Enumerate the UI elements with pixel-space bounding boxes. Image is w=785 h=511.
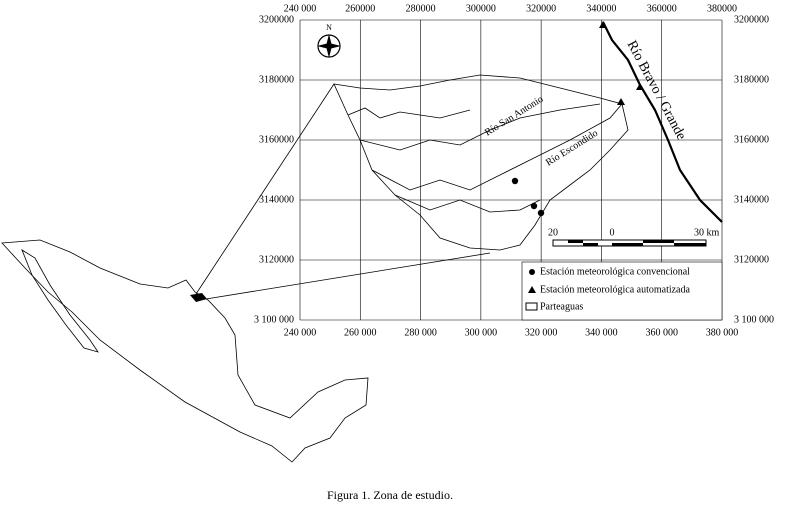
subbasin — [371, 103, 623, 191]
scale-bar — [583, 243, 598, 246]
x-tick-label: 380 000 — [706, 327, 739, 338]
y-tick-label: 3160000 — [259, 134, 294, 145]
rio-bravo — [602, 21, 723, 223]
x-tick-label: 340 000 — [585, 327, 618, 338]
automated-station — [599, 21, 607, 28]
legend-symbol — [525, 302, 538, 311]
y-tick-label: 3120000 — [259, 254, 294, 265]
x-tick-label: 280 000 — [404, 327, 437, 338]
y-tick-label: 3160000 — [734, 134, 769, 145]
x-tick-label: 300 000 — [465, 327, 498, 338]
y-tick-label: 3 100 000 — [254, 314, 294, 325]
x-tick-label: 320 000 — [525, 327, 558, 338]
y-tick-label: 3120000 — [734, 254, 769, 265]
y-tick-label: 3180000 — [734, 74, 769, 85]
x-tick-label: 320000 — [526, 3, 556, 14]
scale-label: 30 km — [694, 227, 720, 238]
legend-label: Estación meteorológica automatizada — [540, 284, 690, 295]
legend-symbol — [528, 286, 536, 293]
scale-bar — [568, 240, 583, 243]
x-tick-label: 240 000 — [284, 3, 317, 14]
y-tick-label: 3140000 — [734, 194, 769, 205]
conventional-station — [511, 177, 519, 185]
inset-line — [205, 252, 491, 300]
scale-bar — [612, 243, 643, 246]
subbasin — [359, 103, 601, 151]
x-tick-label: 260 000 — [344, 327, 377, 338]
x-tick-label: 240 000 — [284, 327, 317, 338]
subbasin — [394, 194, 541, 213]
inset-line — [195, 83, 335, 295]
caption: Figura 1. Zona de estudio. — [327, 488, 453, 502]
conventional-station — [530, 202, 538, 210]
river-label: Río Escondido — [544, 128, 600, 169]
x-tick-label: 360000 — [647, 3, 677, 14]
subbasin — [347, 107, 471, 119]
scale-label: 20 — [548, 227, 558, 238]
study-area-inset — [190, 293, 207, 302]
x-tick-label: 380000 — [707, 3, 737, 14]
scale-bar — [674, 243, 706, 246]
automated-station — [636, 83, 644, 90]
x-tick-label: 300000 — [466, 3, 496, 14]
scale-label: 0 — [610, 227, 615, 238]
north-arrow — [317, 34, 341, 58]
x-tick-label: 260000 — [345, 3, 375, 14]
y-tick-label: 3140000 — [259, 194, 294, 205]
x-tick-label: 280000 — [406, 3, 436, 14]
north-label: N — [326, 23, 332, 32]
x-tick-label: 340000 — [586, 3, 616, 14]
y-tick-label: 3 100 000 — [734, 314, 774, 325]
x-tick-label: 360 000 — [645, 327, 678, 338]
conventional-station — [537, 209, 545, 217]
automated-station — [617, 98, 625, 105]
legend — [521, 261, 723, 321]
river-label: Río San Antonio — [483, 94, 545, 139]
mexico-outline — [1, 239, 369, 463]
y-tick-label: 3180000 — [259, 74, 294, 85]
y-tick-label: 3200000 — [734, 14, 769, 25]
legend-label: Estación meteorológica convencional — [540, 266, 690, 277]
watershed — [333, 74, 629, 251]
legend-label: Parteaguas — [540, 301, 583, 312]
scale-bar — [643, 240, 674, 243]
y-tick-label: 3200000 — [259, 14, 294, 25]
legend-symbol — [529, 269, 535, 275]
river-label: Río Bravo / Grande — [624, 38, 689, 142]
baja-california — [21, 249, 99, 353]
